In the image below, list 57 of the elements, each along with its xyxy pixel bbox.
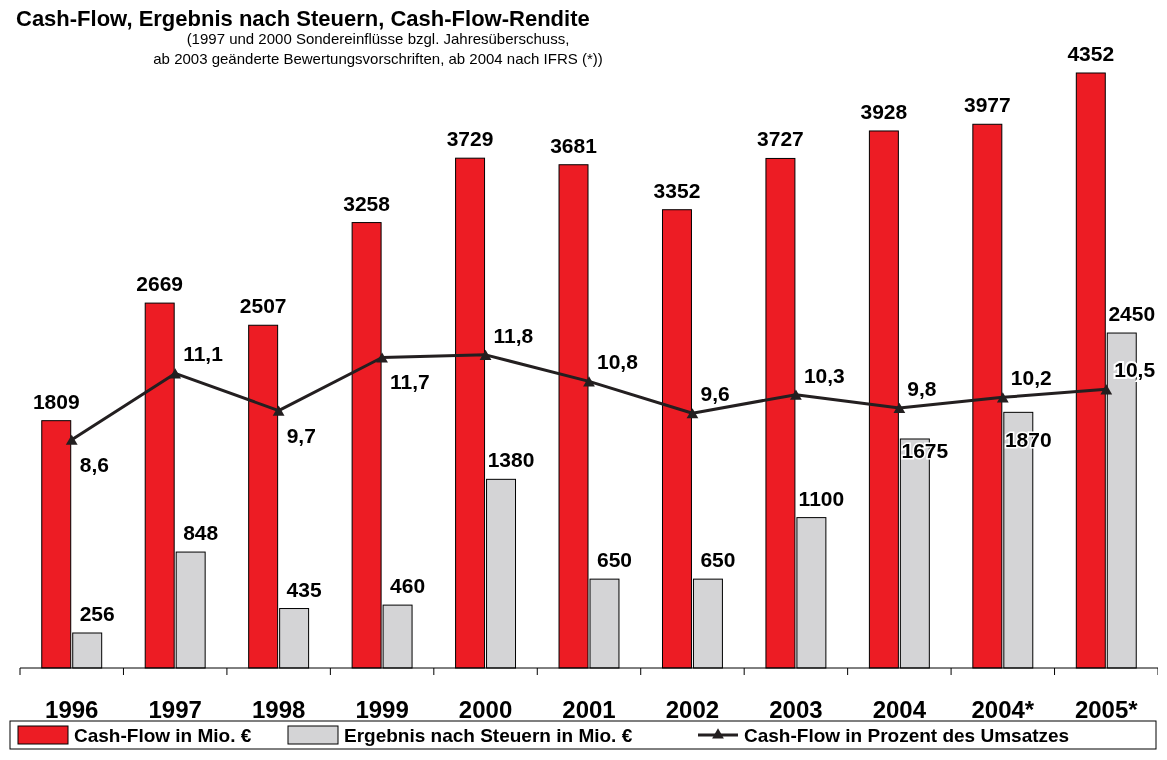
chart-subtitle: (1997 und 2000 Sondereinflüsse bzgl. Jahresüberschuss, ab 2003 geänderte Bewertungsvorschriften, ab 2004 nach IFRS (*)) — [153, 30, 603, 67]
point — [686, 408, 699, 419]
data-label: 3977 — [963, 93, 1011, 117]
data-label: 650 — [596, 548, 633, 572]
x-tick-label: 1999 — [355, 696, 409, 723]
data-label: 11,7 — [390, 370, 430, 394]
x-tick-label: 2004 — [872, 696, 927, 723]
point — [376, 352, 388, 363]
data-label: 3681 — [550, 133, 598, 157]
data-label: 3928 — [860, 99, 908, 123]
x-tick-label: 2002 — [665, 696, 720, 723]
data-label: 10,2 — [1010, 366, 1052, 390]
data-label: 10,3 — [803, 363, 845, 387]
data-label: 11,8 — [493, 323, 534, 347]
point — [272, 405, 285, 416]
x-tick-label: 1998 — [251, 696, 306, 723]
legend-label: Cash-Flow in Prozent des Umsatzes — [744, 725, 1070, 746]
point — [1100, 384, 1113, 395]
legend-label: Ergebnis nach Steuern in Mio. € — [344, 725, 633, 746]
data-label: 460 — [390, 574, 426, 598]
x-tick-label: 1996 — [45, 696, 99, 723]
point — [583, 376, 595, 387]
data-label: 8,6 — [79, 452, 109, 476]
data-label: 435 — [286, 577, 322, 601]
data-label: 2507 — [239, 294, 287, 318]
data-label: 2450 — [1108, 302, 1156, 326]
data-label: 11,1 — [183, 342, 224, 366]
point — [479, 349, 492, 360]
x-tick-label: 2000 — [458, 696, 513, 723]
x-tick-label: 2003 — [769, 696, 823, 723]
chart-title: Cash-Flow, Ergebnis nach Steuern, Cash-Flow-Rendite — [16, 6, 590, 31]
data-label: 9,8 — [907, 376, 937, 400]
data-label: 1809 — [32, 389, 80, 413]
data-label: 256 — [79, 602, 115, 625]
point — [996, 392, 1009, 403]
data-label: 1100 — [798, 486, 845, 510]
data-label: 3258 — [343, 191, 391, 215]
point — [169, 368, 182, 379]
point — [893, 402, 906, 414]
data-label: 9,7 — [286, 423, 316, 447]
data-label: 9,6 — [700, 382, 730, 406]
legend-label: Cash-Flow in Mio. € — [74, 725, 252, 746]
data-label: 3729 — [446, 127, 494, 151]
data-label: 3352 — [653, 178, 701, 202]
data-label: 3727 — [757, 127, 804, 151]
x-tick-label: 2005* — [1074, 696, 1139, 723]
data-label: 848 — [183, 521, 219, 545]
x-tick-label: 2004* — [971, 696, 1035, 723]
point — [65, 434, 78, 445]
x-tick-label: 2001 — [562, 696, 616, 723]
point — [790, 389, 802, 400]
data-label: 1380 — [487, 448, 535, 472]
x-tick-label: 1997 — [148, 696, 202, 723]
data-label: 4352 — [1067, 42, 1115, 65]
data-label: 10,8 — [597, 350, 639, 374]
data-label: 2669 — [136, 272, 184, 296]
data-label: 650 — [700, 548, 736, 572]
